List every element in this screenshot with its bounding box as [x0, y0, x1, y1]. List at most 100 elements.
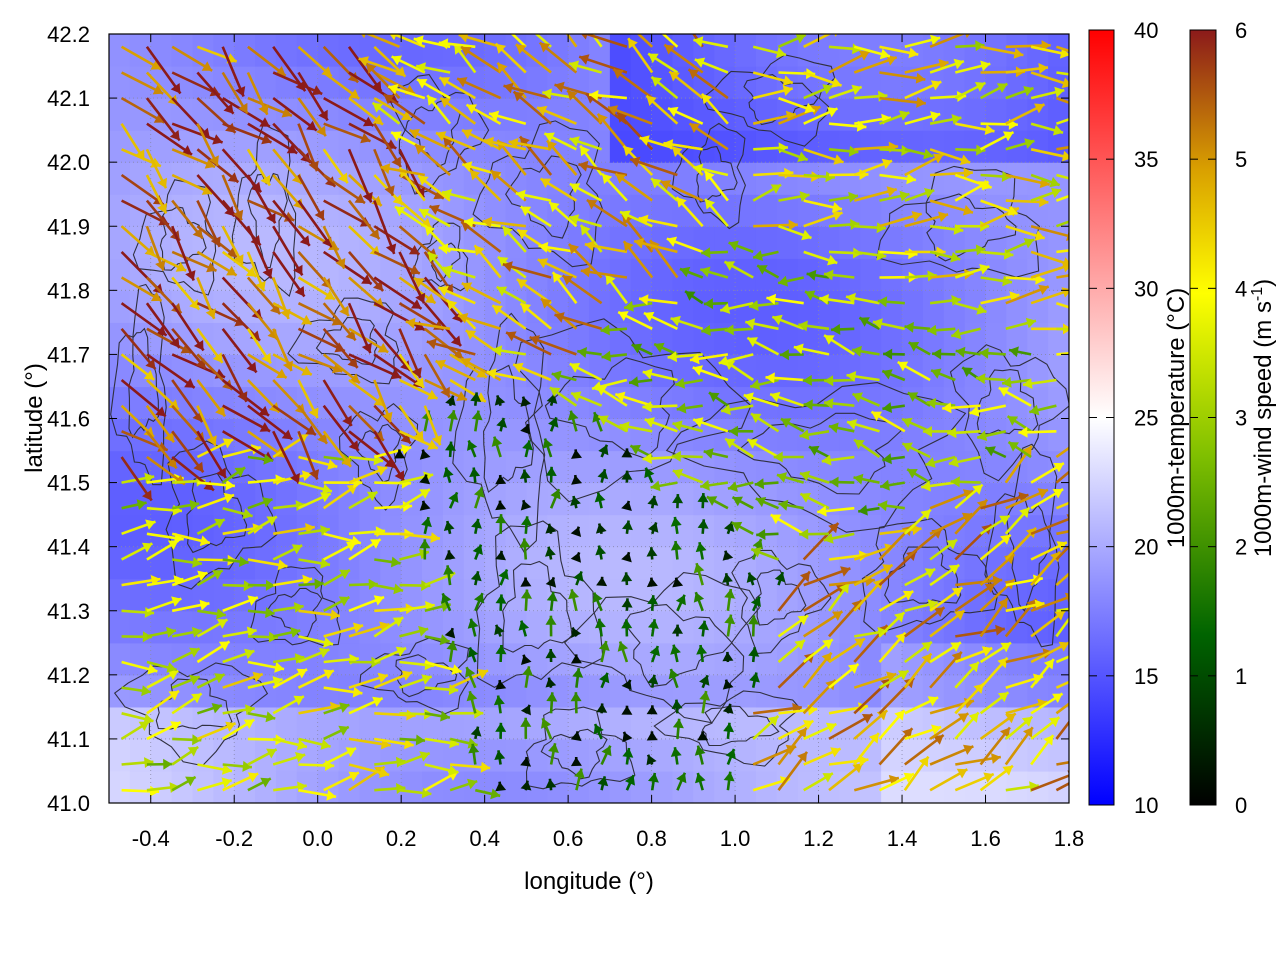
wind-arrow-shaft — [196, 430, 227, 479]
temperature-cell — [547, 642, 569, 676]
temperature-cell — [568, 322, 590, 356]
wind-arrow-shaft — [196, 71, 235, 115]
temperature-cell — [505, 482, 527, 516]
wind-arrow-head — [218, 641, 230, 651]
temperature-cell — [422, 162, 444, 195]
temperature-cell — [609, 66, 632, 99]
wind-arrow — [272, 404, 317, 436]
temperature-cell — [714, 738, 736, 772]
wind-arrow — [465, 103, 502, 125]
wind-arrow — [498, 569, 509, 586]
wind-arrow — [196, 703, 223, 715]
wind-arrow-head — [265, 711, 276, 723]
temperature-cell — [526, 194, 548, 227]
temperature-cell — [964, 226, 987, 259]
temperature-cell — [296, 546, 319, 580]
wind-arrow — [482, 216, 526, 228]
temperature-cell — [735, 98, 757, 131]
wind-arrow-head — [306, 120, 317, 131]
wind-arrow — [246, 71, 269, 116]
wind-arrow-head — [458, 34, 469, 43]
wind-arrow-head — [144, 472, 155, 484]
temperature-cell — [609, 642, 632, 676]
wind-arrow — [221, 250, 258, 278]
temperature-cell — [380, 770, 402, 803]
temperature-cell — [902, 482, 924, 516]
wind-arrow — [221, 225, 244, 266]
wind-arrow-shaft — [120, 302, 168, 337]
wind-arrow — [423, 302, 462, 347]
temperature-cell — [672, 258, 694, 291]
temperature-cell — [380, 258, 402, 291]
temperature-cell — [150, 770, 173, 803]
wind-arrow — [446, 640, 458, 663]
colorbar-tick-label: 2 — [1235, 535, 1247, 560]
wind-arrow-head — [339, 702, 350, 713]
wind-arrow — [171, 173, 213, 195]
wind-arrow — [272, 302, 313, 326]
wind-arrow — [408, 128, 451, 151]
temperature-cell — [109, 162, 131, 195]
wind-arrow-head — [519, 538, 531, 548]
temperature-cell — [985, 226, 1007, 259]
wind-arrow — [358, 56, 400, 74]
temperature-cell — [776, 610, 799, 644]
temperature-cell — [359, 642, 381, 676]
temperature-cell — [150, 514, 173, 548]
wind-arrow — [297, 492, 332, 510]
wind-arrow — [323, 725, 350, 741]
temperature-cell — [609, 482, 632, 516]
wind-arrow-shaft — [146, 353, 196, 389]
temperature-cell — [401, 578, 423, 612]
wind-arrow-head — [418, 625, 429, 637]
wind-arrow-head — [214, 673, 225, 684]
temperature-cell — [922, 674, 945, 708]
wind-arrow-head — [450, 335, 461, 346]
wind-arrow-head — [212, 570, 223, 580]
temperature-cell — [651, 738, 674, 772]
temperature-cell — [693, 418, 715, 452]
wind-arrow — [246, 225, 273, 279]
temperature-cell — [1006, 770, 1028, 803]
temperature-cell — [589, 386, 611, 420]
wind-arrow — [247, 122, 298, 155]
wind-arrow — [171, 276, 201, 311]
wind-arrow-head — [255, 280, 266, 292]
wind-arrow-head — [390, 369, 402, 380]
wind-arrow — [297, 71, 329, 122]
wind-arrow — [297, 174, 325, 221]
wind-arrow-head — [498, 569, 509, 580]
temperature-cell — [192, 770, 214, 803]
wind-arrow — [120, 123, 146, 161]
wind-arrow — [419, 449, 431, 460]
temperature-cell — [881, 98, 903, 131]
wind-arrow-head — [456, 391, 467, 401]
wind-label-main: 1000m-wind speed (m s — [1250, 301, 1277, 557]
wind-arrow — [297, 669, 335, 689]
temperature-cell — [755, 226, 778, 259]
wind-arrow-head — [496, 417, 507, 428]
wind-arrow-head — [296, 739, 307, 751]
temperature-cell — [338, 34, 361, 67]
wind-arrow — [347, 302, 372, 354]
temperature-cell — [589, 418, 611, 452]
wind-arrow — [323, 595, 351, 612]
wind-arrow-head — [391, 156, 401, 167]
wind-arrow — [171, 647, 201, 664]
wind-arrow — [398, 488, 431, 510]
wind-arrow-head — [320, 557, 330, 569]
temperature-cell — [109, 322, 131, 356]
wind-arrow-head — [522, 666, 534, 676]
wind-arrow — [443, 467, 454, 483]
temperature-cell — [1006, 514, 1028, 548]
colorbar-tick-label: 10 — [1134, 793, 1158, 818]
x-tick-label: 0.2 — [386, 826, 417, 851]
wind-arrow-head — [204, 158, 216, 169]
temperature-cell — [422, 674, 444, 708]
temperature-cell — [380, 418, 402, 452]
wind-arrow-head — [394, 449, 406, 459]
wind-arrow-head — [166, 457, 177, 469]
wind-arrow-head — [291, 544, 303, 555]
temperature-cell — [1006, 674, 1028, 708]
wind-arrow-head — [247, 595, 258, 606]
